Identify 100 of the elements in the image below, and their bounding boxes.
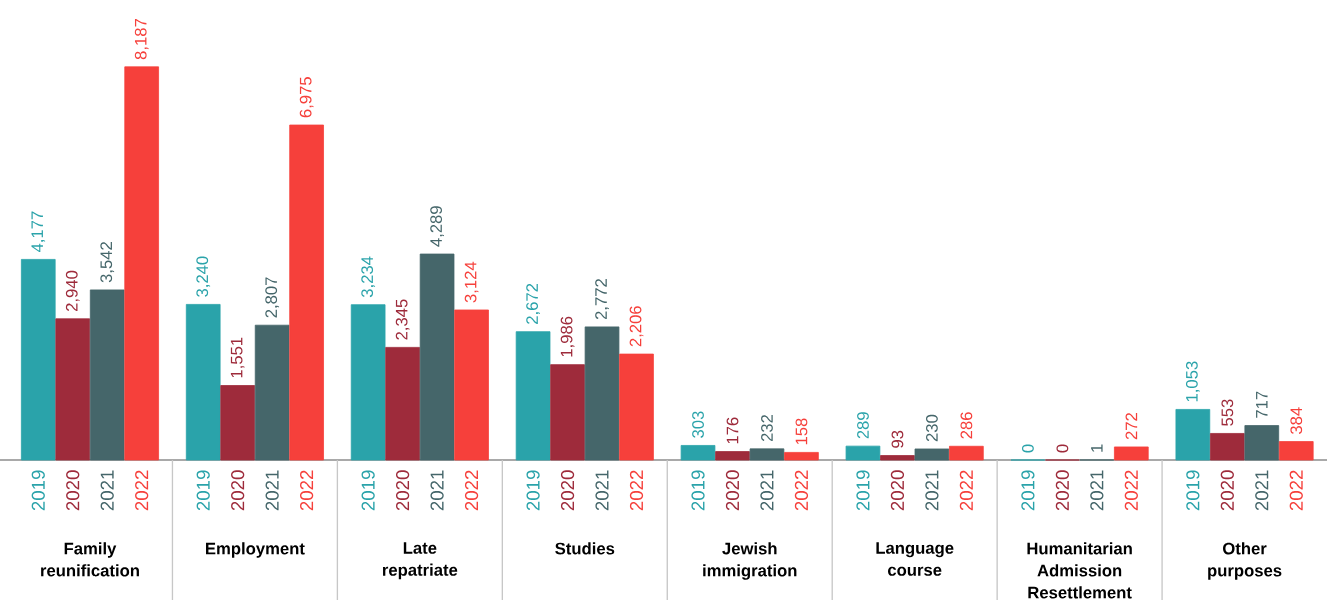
bar [20,259,56,461]
bar [680,445,716,461]
bar [289,124,324,461]
text: 2019 [31,470,45,511]
text: 2022 [300,470,314,511]
text: 2019 [196,470,210,511]
data-label: 0 [1056,444,1069,453]
bar [1244,425,1280,461]
text: 2020 [890,470,905,511]
data-label: 4,177 [31,211,46,253]
bar [350,304,386,461]
data-label: 2,772 [595,279,609,320]
data-label: 8,187 [134,19,149,60]
bar [1210,433,1245,461]
bar [784,452,819,461]
x-tick-label: Other purposes [1208,542,1282,580]
bar [845,445,881,461]
data-label: 2,345 [395,299,410,340]
data-label: 3,234 [361,256,376,298]
bar [254,324,290,461]
x-tick-label: Language course [876,542,954,576]
data-label: 3,240 [196,256,211,297]
text: 2020 [1055,470,1069,511]
text: 2021 [1090,470,1104,511]
x-tick-label: Humanitarian Admission Resettlement [1027,542,1132,599]
text: 2022 [1289,470,1303,511]
data-label: 3,542 [100,242,115,283]
bar [220,385,255,461]
text: 2020 [66,470,80,511]
bar [584,326,620,461]
text: 2019 [856,470,870,511]
text: 2020 [231,470,245,511]
text: 2022 [464,470,479,511]
text: 2021 [595,470,609,511]
text: 2019 [1021,470,1035,511]
x-tick-label: Family reunification [41,542,139,577]
text: 2022 [959,470,973,511]
data-label: 6,975 [299,77,314,118]
bar [619,353,654,461]
text: 2021 [430,470,444,511]
data-label: 2,672 [526,283,540,324]
text: 2022 [1124,470,1138,511]
bar [550,364,585,461]
text: 2022 [794,470,809,511]
text: 2021 [265,470,279,511]
bar [715,451,750,461]
data-label: 553 [1221,399,1234,426]
bar [1114,446,1149,461]
data-label: 2,940 [65,270,80,312]
bar [454,309,489,461]
data-label: 230 [926,414,938,442]
data-label: 1,986 [560,316,575,357]
bar [55,318,91,461]
bar [1278,441,1314,461]
text: 2020 [725,470,740,511]
bar [89,289,125,461]
bar [949,445,984,461]
text: 2019 [361,470,375,511]
text: 2022 [135,470,149,511]
data-label: 2,807 [265,277,280,318]
data-label: 158 [795,418,808,445]
data-label: 232 [761,414,773,442]
data-label: 289 [857,412,869,439]
data-label: 3,124 [464,261,479,303]
text: 2021 [925,470,939,511]
data-label: 384 [1290,407,1303,434]
data-label: 1,551 [230,337,245,378]
text: 2021 [100,470,114,511]
data-label: 1 [1091,444,1103,452]
bar [385,346,420,461]
data-label: 176 [726,417,739,444]
bar [880,455,915,461]
data-label: 2,206 [629,306,644,347]
data-label: 717 [1256,391,1268,418]
text: 2022 [629,470,644,511]
text: 2021 [1255,470,1269,511]
text: 2019 [691,470,705,511]
data-label: 303 [692,411,704,438]
bar [749,448,785,461]
text: 2021 [760,470,774,511]
bar [1175,409,1211,461]
bar [914,448,950,461]
data-label: 0 [1022,444,1034,453]
bar [185,304,221,461]
x-tick-label: Jewish immigration [703,542,797,580]
text: 2019 [526,470,540,511]
text: 2019 [1186,470,1200,511]
data-label: 272 [1125,413,1138,440]
bar [515,331,551,461]
x-tick-label: Studies [555,542,615,555]
data-label: 1,053 [1185,361,1200,402]
bar [419,253,455,461]
x-tick-label: Employment [206,542,305,558]
data-label: 4,289 [430,206,444,247]
data-label: 93 [891,430,904,448]
text: 2020 [560,470,575,511]
x-tick-label: Late repatriate [382,542,458,580]
text: 2020 [1220,470,1234,511]
bar [124,66,159,461]
text: 2020 [396,470,410,511]
